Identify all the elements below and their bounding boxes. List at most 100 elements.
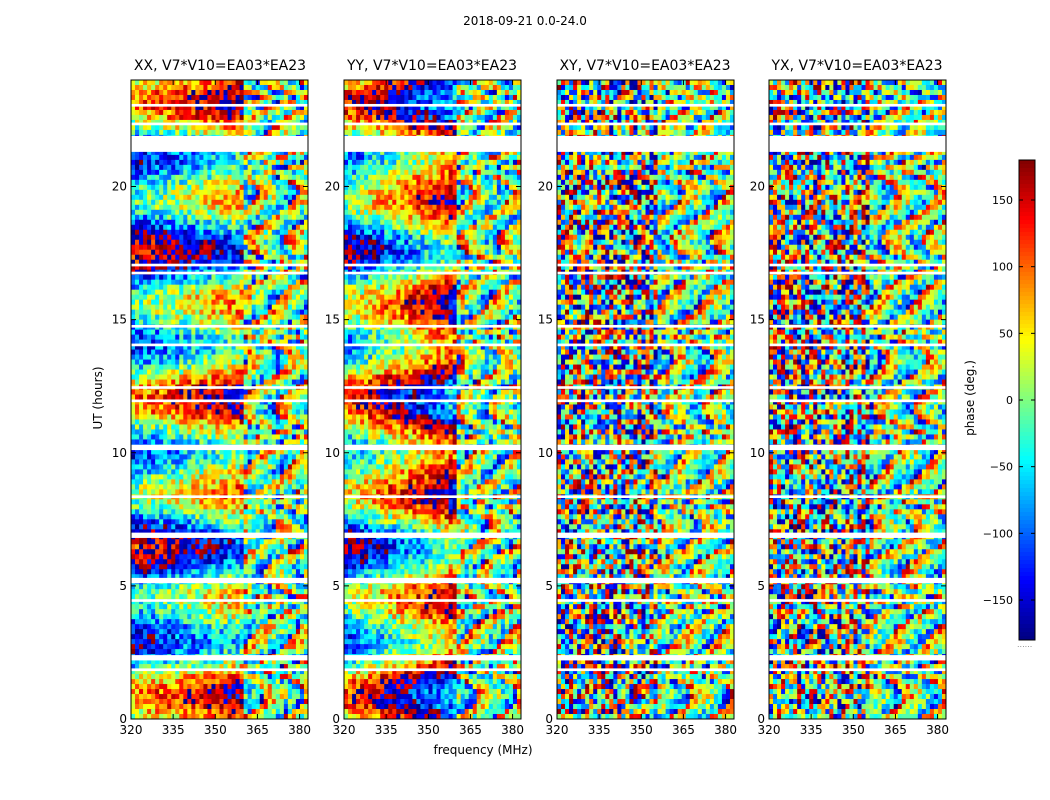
flagged-band	[557, 532, 734, 538]
colorbar-segment	[1019, 176, 1035, 181]
x-tick-label: 365	[459, 723, 482, 737]
y-tick-label: 20	[325, 180, 340, 194]
y-tick-label: 0	[545, 712, 553, 726]
flagged-band	[769, 122, 946, 126]
flagged-band	[557, 599, 734, 602]
y-tick-label: 5	[119, 579, 127, 593]
flagged-band	[344, 122, 521, 126]
colorbar-footer: ......	[1017, 640, 1032, 649]
flagged-band	[131, 103, 308, 107]
x-tick-label: 365	[246, 723, 269, 737]
colorbar-segment	[1019, 272, 1035, 277]
phase-image-yx	[769, 80, 946, 719]
colorbar-segment	[1019, 580, 1035, 585]
colorbar-segment	[1019, 396, 1035, 401]
flagged-band	[557, 577, 734, 584]
colorbar-segment	[1019, 348, 1035, 353]
flagged-band	[344, 343, 521, 347]
colorbar-segment	[1019, 436, 1035, 441]
y-tick-label: 20	[112, 180, 127, 194]
x-tick-label: 365	[884, 723, 907, 737]
flagged-band	[131, 668, 308, 672]
flagged-band	[557, 668, 734, 672]
flagged-band	[557, 103, 734, 107]
panel-title-yx: YX, V7*V10=EA03*EA23	[747, 58, 967, 74]
colorbar-segment	[1019, 400, 1035, 405]
colorbar-segment	[1019, 596, 1035, 601]
colorbar-segment	[1019, 256, 1035, 261]
colorbar-segment	[1019, 248, 1035, 253]
colorbar-segment	[1019, 452, 1035, 457]
colorbar-segment	[1019, 428, 1035, 433]
colorbar-segment	[1019, 240, 1035, 245]
figure-suptitle: 2018-09-21 0.0-24.0	[0, 14, 1050, 28]
colorbar-segment	[1019, 364, 1035, 369]
colorbar-segment	[1019, 412, 1035, 417]
axes-frame-yx	[768, 79, 947, 720]
flagged-band	[769, 495, 946, 499]
colorbar-segment	[1019, 440, 1035, 445]
x-tick-label: 335	[800, 723, 823, 737]
colorbar-tick-label: −50	[990, 461, 1013, 474]
colorbar-tick-label: 50	[999, 327, 1013, 340]
colorbar-segment	[1019, 568, 1035, 573]
colorbar-segment	[1019, 524, 1035, 529]
colorbar-segment	[1019, 232, 1035, 237]
axes-frame-xx	[130, 79, 309, 720]
colorbar-segment	[1019, 376, 1035, 381]
colorbar-segment	[1019, 172, 1035, 177]
colorbar-segment	[1019, 432, 1035, 437]
flagged-band	[557, 444, 734, 451]
colorbar-segment	[1019, 368, 1035, 373]
colorbar-segment	[1019, 340, 1035, 345]
colorbar-segment	[1019, 244, 1035, 249]
colorbar-segment	[1019, 504, 1035, 509]
colorbar-segment	[1019, 344, 1035, 349]
flagged-band	[131, 399, 308, 403]
x-tick-label: 380	[926, 723, 949, 737]
colorbar-segment	[1019, 312, 1035, 317]
flagged-band	[344, 324, 521, 328]
flagged-band	[769, 532, 946, 538]
colorbar-segment	[1019, 380, 1035, 385]
colorbar-segment	[1019, 424, 1035, 429]
colorbar-segment	[1019, 292, 1035, 297]
colorbar-segment	[1019, 464, 1035, 469]
flagged-band	[557, 263, 734, 267]
colorbar-segment	[1019, 508, 1035, 513]
flagged-band	[557, 122, 734, 126]
colorbar-segment	[1019, 196, 1035, 201]
flagged-band	[557, 271, 734, 275]
colorbar-segment	[1019, 320, 1035, 325]
colorbar-segment	[1019, 448, 1035, 453]
colorbar-segment	[1019, 288, 1035, 293]
flagged-band	[131, 599, 308, 602]
x-tick-label: 320	[758, 723, 781, 737]
panel-title-yy: YY, V7*V10=EA03*EA23	[322, 58, 542, 74]
x-tick-label: 350	[417, 723, 440, 737]
colorbar-segment	[1019, 392, 1035, 397]
colorbar-segment	[1019, 616, 1035, 621]
y-tick-label: 15	[325, 313, 340, 327]
colorbar-segment	[1019, 404, 1035, 409]
colorbar-segment	[1019, 584, 1035, 589]
x-tick-label: 320	[333, 723, 356, 737]
colorbar-segment	[1019, 576, 1035, 581]
colorbar-tick-label: −100	[983, 527, 1013, 540]
colorbar-segment	[1019, 220, 1035, 225]
colorbar-segment	[1019, 608, 1035, 613]
y-axis-label: UT (hours)	[91, 353, 105, 443]
flagged-band	[344, 655, 521, 661]
flagged-band	[769, 343, 946, 347]
colorbar-segment	[1019, 324, 1035, 329]
flagged-band	[769, 135, 946, 152]
colorbar-segment	[1019, 492, 1035, 497]
flagged-band	[769, 103, 946, 107]
colorbar-segment	[1019, 628, 1035, 633]
flagged-band	[557, 655, 734, 661]
flagged-band	[344, 135, 521, 152]
colorbar-segment	[1019, 520, 1035, 525]
flagged-band	[557, 343, 734, 347]
x-tick-label: 365	[672, 723, 695, 737]
flagged-band	[769, 263, 946, 267]
